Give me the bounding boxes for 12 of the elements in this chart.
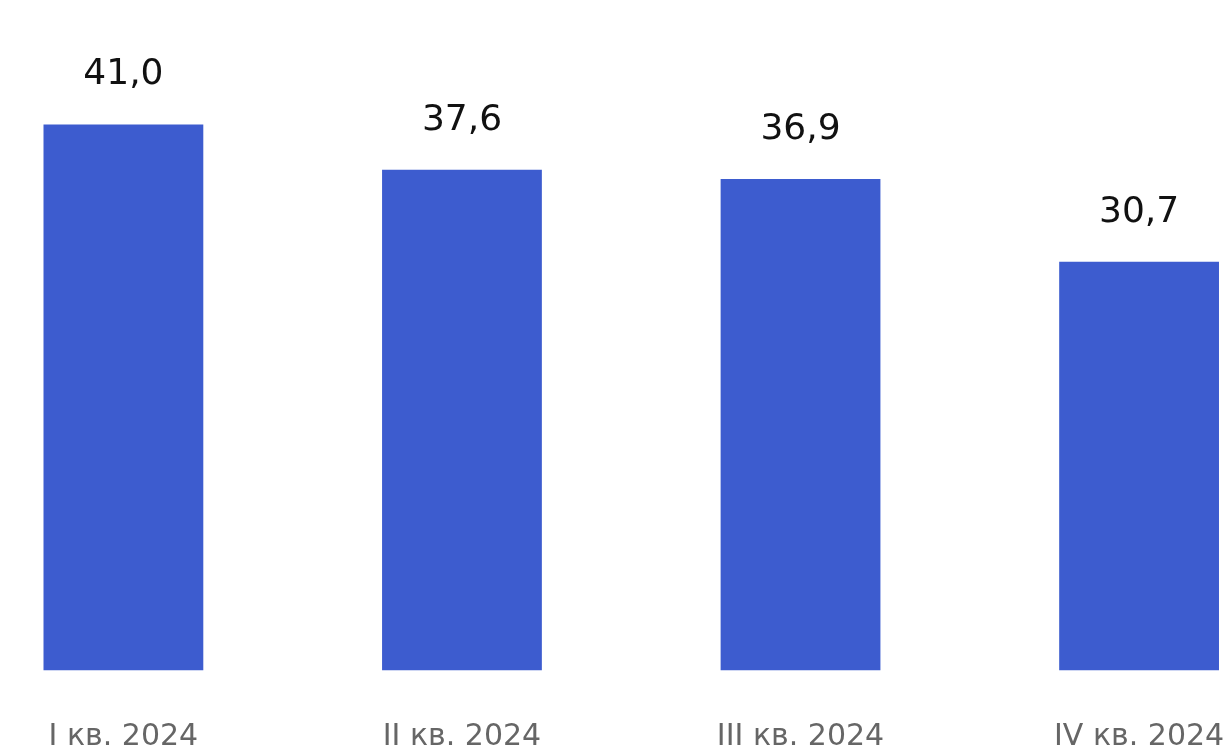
data-label: 36,9	[760, 106, 841, 148]
bar	[43, 124, 204, 671]
x-tick-label: III кв. 2024	[716, 716, 885, 752]
x-tick-label: I кв. 2024	[48, 716, 199, 752]
x-tick-label: II кв. 2024	[382, 716, 542, 752]
x-tick-label: IV кв. 2024	[1054, 716, 1225, 752]
bar	[1059, 261, 1219, 671]
data-label: 41,0	[83, 51, 164, 93]
bar	[720, 179, 881, 671]
data-label: 30,7	[1099, 188, 1180, 230]
bar	[382, 169, 542, 671]
data-label: 37,6	[421, 96, 503, 138]
